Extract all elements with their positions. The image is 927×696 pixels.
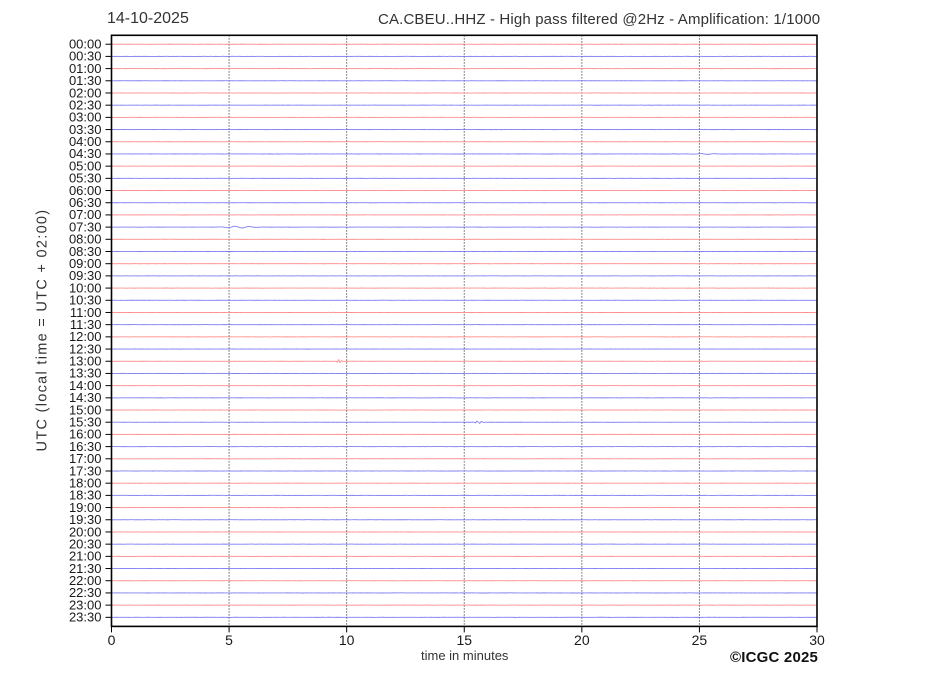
svg-text:20: 20 bbox=[574, 632, 590, 648]
svg-text:30: 30 bbox=[809, 632, 825, 648]
svg-text:15: 15 bbox=[456, 632, 472, 648]
svg-text:25: 25 bbox=[692, 632, 708, 648]
svg-text:23:30: 23:30 bbox=[69, 610, 102, 625]
svg-text:0: 0 bbox=[108, 632, 116, 648]
svg-text:5: 5 bbox=[225, 632, 233, 648]
svg-text:10: 10 bbox=[339, 632, 355, 648]
